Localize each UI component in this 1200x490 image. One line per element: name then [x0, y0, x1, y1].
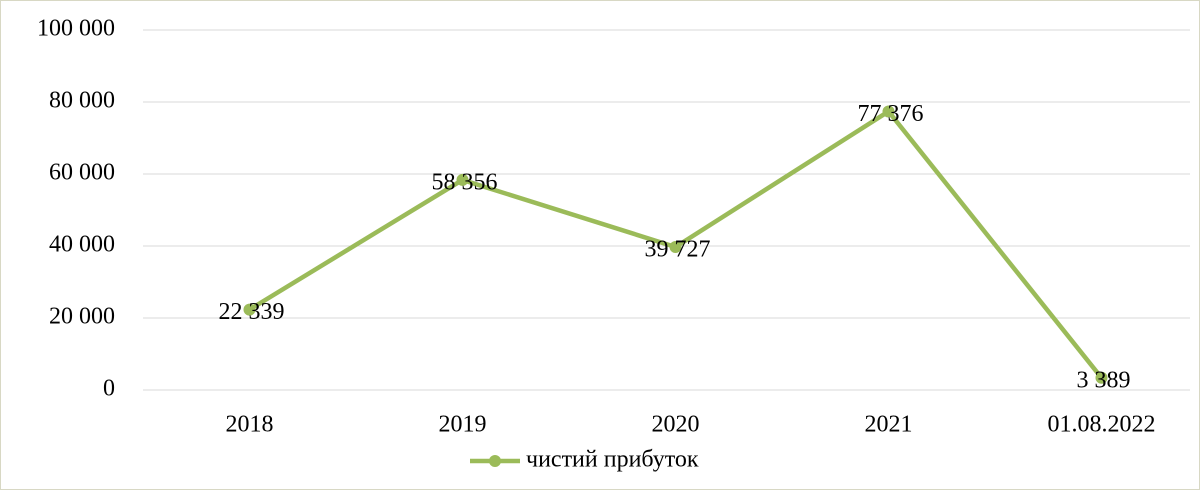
data-label: 58 356 — [432, 169, 498, 195]
data-label: 3 389 — [1077, 367, 1131, 393]
y-tick-label: 60 000 — [49, 160, 115, 186]
data-label: 39 727 — [645, 236, 711, 262]
data-label: 77 376 — [858, 101, 924, 127]
point — [243, 303, 256, 316]
x-tick-label: 2018 — [226, 412, 274, 438]
legend-label: чистий прибуток — [526, 447, 699, 473]
x-tick-label: 2019 — [439, 412, 487, 438]
y-tick-label: 0 — [103, 376, 115, 402]
y-tick-label: 20 000 — [49, 304, 115, 330]
y-tick-label: 100 000 — [37, 16, 115, 42]
point — [882, 105, 895, 118]
data-label: 22 339 — [219, 299, 285, 325]
point — [1095, 371, 1108, 384]
x-tick-label: 2020 — [652, 412, 700, 438]
point — [669, 240, 682, 253]
legend-marker — [489, 455, 501, 467]
x-tick-label: 2021 — [865, 412, 913, 438]
point — [456, 173, 469, 186]
y-tick-label: 80 000 — [49, 88, 115, 114]
y-tick-label: 40 000 — [49, 232, 115, 258]
x-tick-label: 01.08.2022 — [1048, 412, 1156, 438]
